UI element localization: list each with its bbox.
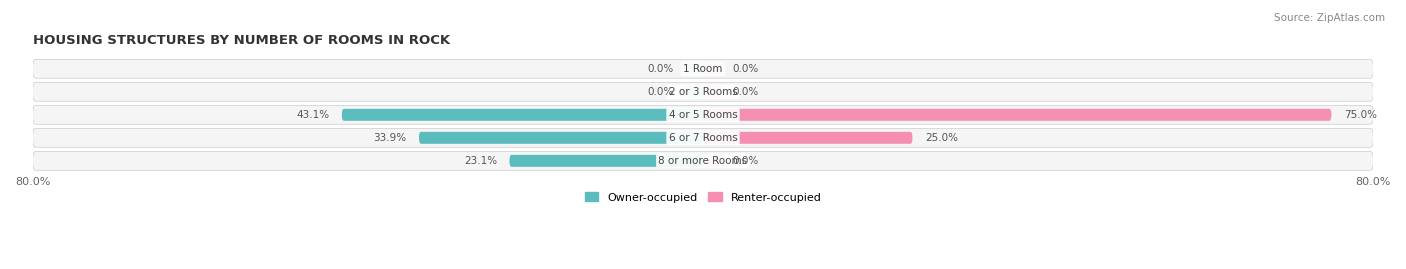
FancyBboxPatch shape bbox=[703, 155, 724, 167]
Text: 4 or 5 Rooms: 4 or 5 Rooms bbox=[669, 110, 737, 120]
Text: 8 or more Rooms: 8 or more Rooms bbox=[658, 156, 748, 166]
FancyBboxPatch shape bbox=[32, 105, 1374, 124]
Text: 75.0%: 75.0% bbox=[1344, 110, 1376, 120]
FancyBboxPatch shape bbox=[509, 155, 703, 167]
Text: 0.0%: 0.0% bbox=[733, 64, 759, 74]
FancyBboxPatch shape bbox=[703, 109, 1331, 121]
FancyBboxPatch shape bbox=[419, 132, 703, 144]
FancyBboxPatch shape bbox=[32, 82, 1374, 101]
FancyBboxPatch shape bbox=[682, 86, 703, 98]
Text: 2 or 3 Rooms: 2 or 3 Rooms bbox=[669, 87, 737, 97]
FancyBboxPatch shape bbox=[32, 59, 1374, 78]
Legend: Owner-occupied, Renter-occupied: Owner-occupied, Renter-occupied bbox=[585, 192, 821, 203]
Text: 0.0%: 0.0% bbox=[647, 64, 673, 74]
Text: 43.1%: 43.1% bbox=[297, 110, 329, 120]
FancyBboxPatch shape bbox=[703, 86, 724, 98]
Text: 33.9%: 33.9% bbox=[373, 133, 406, 143]
FancyBboxPatch shape bbox=[682, 63, 703, 75]
Text: 1 Room: 1 Room bbox=[683, 64, 723, 74]
FancyBboxPatch shape bbox=[32, 128, 1374, 147]
FancyBboxPatch shape bbox=[32, 151, 1374, 170]
FancyBboxPatch shape bbox=[703, 132, 912, 144]
Text: 0.0%: 0.0% bbox=[733, 156, 759, 166]
FancyBboxPatch shape bbox=[703, 63, 724, 75]
Text: 0.0%: 0.0% bbox=[647, 87, 673, 97]
Text: Source: ZipAtlas.com: Source: ZipAtlas.com bbox=[1274, 13, 1385, 23]
Text: HOUSING STRUCTURES BY NUMBER OF ROOMS IN ROCK: HOUSING STRUCTURES BY NUMBER OF ROOMS IN… bbox=[32, 34, 450, 47]
Text: 23.1%: 23.1% bbox=[464, 156, 496, 166]
Text: 0.0%: 0.0% bbox=[733, 87, 759, 97]
Text: 25.0%: 25.0% bbox=[925, 133, 957, 143]
FancyBboxPatch shape bbox=[342, 109, 703, 121]
Text: 6 or 7 Rooms: 6 or 7 Rooms bbox=[669, 133, 737, 143]
